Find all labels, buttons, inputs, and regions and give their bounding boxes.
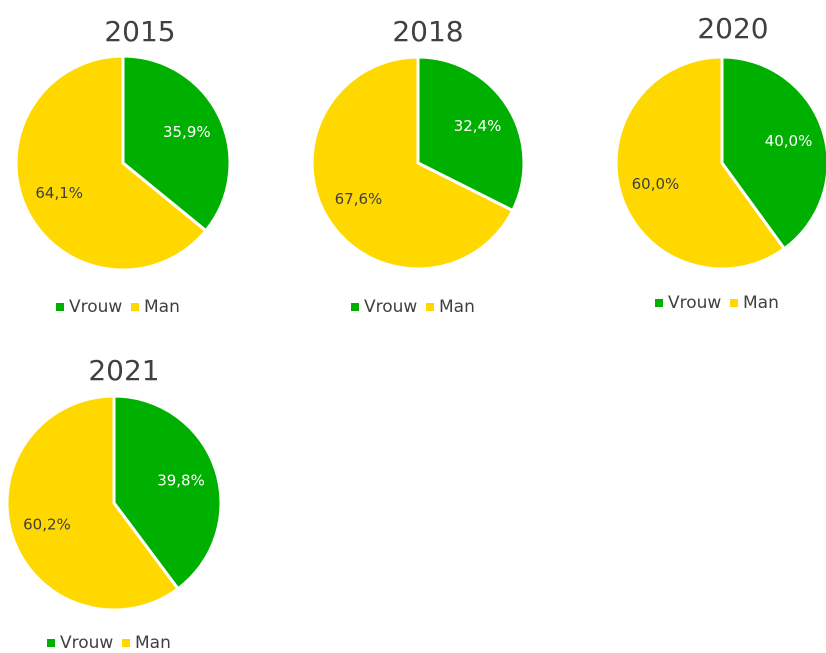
legend-label: Vrouw — [60, 633, 113, 653]
data-label: 32,4% — [454, 117, 502, 135]
pie-chart: 2021 39,8% 60,2% Vrouw Man — [5, 354, 223, 653]
legend-label: Vrouw — [69, 297, 122, 317]
legend-marker — [730, 299, 738, 307]
pie-slice — [614, 55, 787, 271]
pie-chart: 2015 35,9% 64,1% Vrouw Man — [14, 15, 232, 317]
legend-label: Man — [144, 297, 180, 317]
pie-slice — [121, 54, 232, 233]
data-label: 40,0% — [765, 132, 813, 150]
legend-marker — [47, 639, 55, 647]
chart-title: 2015 — [104, 15, 175, 48]
chart-title: 2020 — [697, 12, 768, 45]
legend-label: Vrouw — [668, 293, 721, 313]
legend-label: Vrouw — [364, 297, 417, 317]
legend-marker — [351, 303, 359, 311]
pie-slice — [416, 55, 526, 213]
legend-marker — [655, 299, 663, 307]
pie-chart: 2020 40,0% 60,0% Vrouw Man — [614, 12, 826, 313]
legend-marker — [426, 303, 434, 311]
legend: Vrouw Man — [47, 633, 171, 653]
data-label: 60,2% — [23, 516, 71, 534]
legend-label: Man — [439, 297, 475, 317]
legend: Vrouw Man — [56, 297, 180, 317]
pie-chart: 2018 32,4% 67,6% Vrouw Man — [310, 15, 526, 317]
chart-title: 2021 — [88, 354, 159, 387]
legend-marker — [122, 639, 130, 647]
pie-slice — [5, 394, 181, 612]
data-label: 35,9% — [163, 123, 211, 141]
data-label: 67,6% — [335, 190, 383, 208]
legend-marker — [131, 303, 139, 311]
pie-slice — [14, 54, 208, 272]
legend: Vrouw Man — [351, 297, 475, 317]
pie-slice — [720, 55, 826, 251]
pie-slice — [112, 394, 223, 591]
data-label: 60,0% — [632, 175, 680, 193]
pie-slice — [310, 55, 515, 271]
legend-marker — [56, 303, 64, 311]
legend-label: Man — [135, 633, 171, 653]
chart-title: 2018 — [392, 15, 463, 48]
legend: Vrouw Man — [655, 293, 779, 313]
data-label: 64,1% — [35, 184, 83, 202]
data-label: 39,8% — [157, 471, 205, 489]
legend-label: Man — [743, 293, 779, 313]
